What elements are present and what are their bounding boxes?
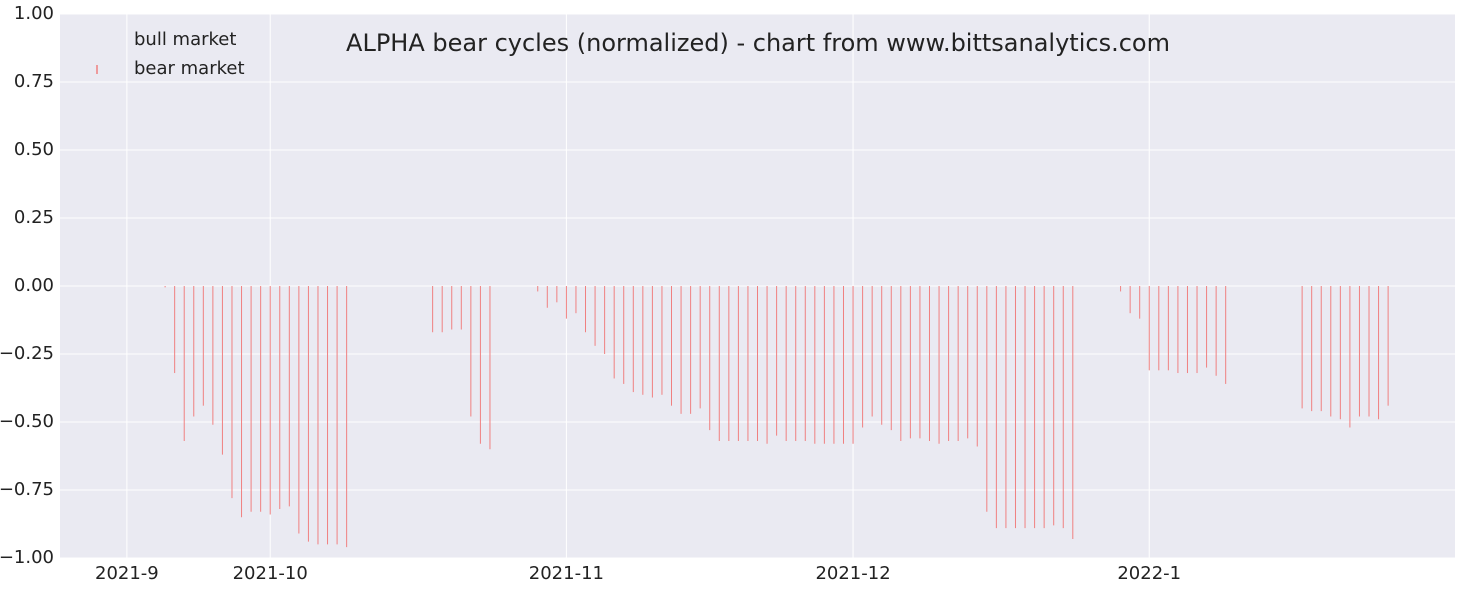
- chart-title: ALPHA bear cycles (normalized) - chart f…: [346, 29, 1170, 57]
- x-tick-label: 2021-9: [95, 563, 159, 584]
- y-tick-label: 0.50: [14, 139, 54, 160]
- y-tick-label: −0.50: [0, 411, 54, 432]
- y-tick-label: −0.75: [0, 479, 54, 500]
- x-tick-label: 2022-1: [1117, 563, 1181, 584]
- marks: [164, 286, 1389, 548]
- y-tick-label: 0.00: [14, 275, 54, 296]
- legend-label: bull market: [134, 29, 236, 50]
- legend-label: bear market: [134, 58, 245, 79]
- y-tick-label: 1.00: [14, 3, 54, 24]
- y-tick-label: 0.75: [14, 71, 54, 92]
- x-tick-label: 2021-12: [815, 563, 890, 584]
- x-tick-label: 2021-11: [529, 563, 604, 584]
- y-tick-label: −1.00: [0, 547, 54, 568]
- y-tick-label: −0.25: [0, 343, 54, 364]
- y-tick-label: 0.25: [14, 207, 54, 228]
- x-tick-label: 2021-10: [233, 563, 308, 584]
